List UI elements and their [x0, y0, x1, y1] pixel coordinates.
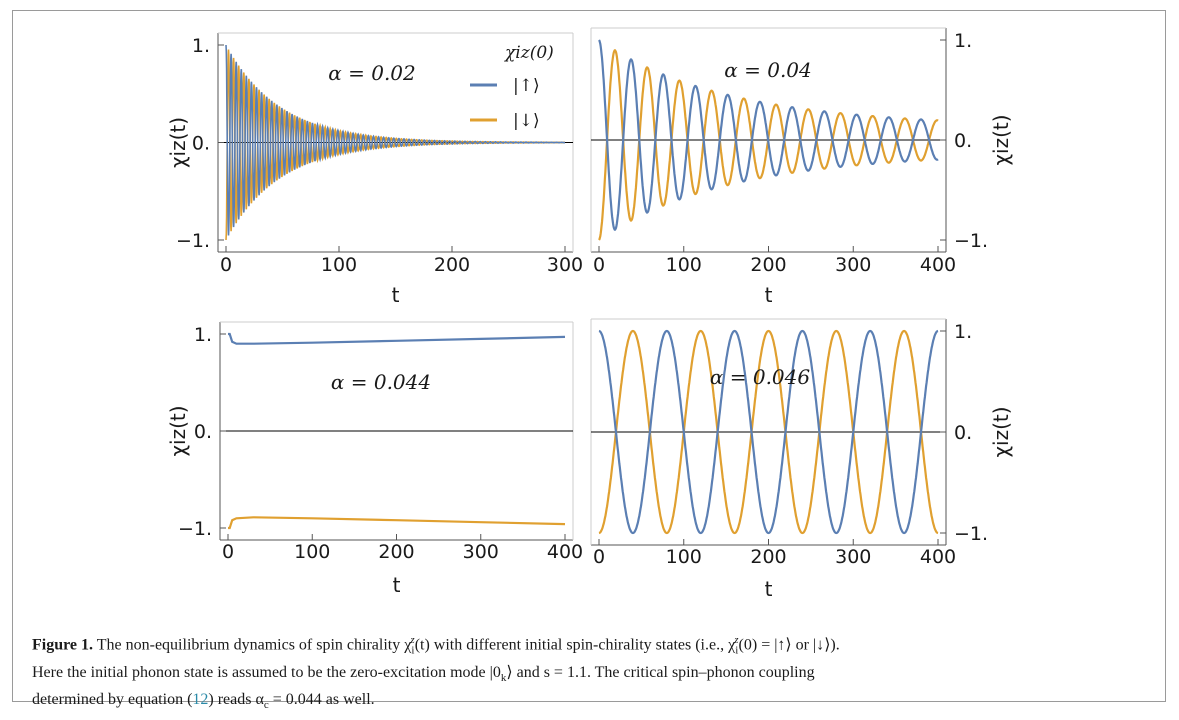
legend-title: χiz(0) [504, 43, 554, 63]
y-axis-label: χiz(t) [989, 406, 1013, 457]
caption-text-c: (0) = |↑⟩ or |↓⟩). [738, 636, 840, 654]
series-line-up [598, 329, 939, 535]
y-tick-label: −1. [954, 230, 988, 252]
x-tick-label: 400 [920, 546, 956, 568]
figure-frame [12, 10, 1166, 702]
caption-text-g: ) reads α [208, 690, 264, 708]
x-tick-label: 100 [294, 541, 330, 563]
series-line-up [598, 39, 939, 231]
series-line-up [228, 332, 566, 345]
x-axis-label: t [393, 573, 401, 597]
caption-label: Figure 1. [32, 636, 94, 654]
y-tick-label: 0. [954, 130, 972, 152]
y-axis-label: χiz(t) [989, 114, 1013, 165]
x-axis-label: t [392, 283, 400, 307]
caption-text-f: determined by equation ( [32, 690, 193, 708]
y-tick-label: −1. [954, 523, 988, 545]
series-line-up [225, 44, 565, 236]
chart-panel-bottom-right: 0 100 200 300 400−1. 0. 1. t χiz(t) α = 0.046 [590, 318, 1013, 601]
equation-reference-link[interactable]: 12 [192, 690, 209, 708]
caption-text-e: ⟩ and s = 1.1. The critical spin–phonon … [506, 663, 815, 681]
alpha-annotation: α = 0.044 [331, 370, 431, 394]
y-tick-label: −1. [176, 230, 210, 252]
chart-panel-bottom-left: 0 100 200 300 400 −1. 0. 1. t χiz(t) α = 0.044 [166, 321, 583, 597]
y-tick-label: 0. [192, 133, 210, 155]
x-tick-label: 0 [593, 546, 605, 568]
x-tick-label: 400 [547, 541, 583, 563]
alpha-annotation: α = 0.02 [328, 61, 416, 85]
caption-text-d: Here the initial phonon state is assumed… [32, 663, 501, 681]
y-tick-label: 1. [192, 35, 210, 57]
y-axis-label: χiz(t) [166, 405, 190, 456]
x-tick-label: 100 [666, 546, 702, 568]
y-axis-label: χiz(t) [166, 117, 190, 168]
legend: χiz(0) |↑⟩ |↓⟩ [470, 43, 554, 131]
y-tick-label: 0. [954, 422, 972, 444]
x-tick-label: 0 [222, 541, 234, 563]
alpha-annotation: α = 0.04 [724, 58, 812, 82]
x-tick-label: 300 [463, 541, 499, 563]
x-tick-label: 300 [547, 254, 583, 276]
y-tick-label: 1. [954, 321, 972, 343]
x-tick-label: 200 [434, 254, 470, 276]
x-axis-label: t [765, 283, 773, 307]
y-tick-label: 1. [194, 324, 212, 346]
x-tick-label: 300 [835, 546, 871, 568]
x-tick-label: 200 [750, 546, 786, 568]
x-tick-label: 100 [321, 254, 357, 276]
legend-label-down: |↓⟩ [513, 111, 540, 131]
x-tick-label: 200 [378, 541, 414, 563]
series-line-down [228, 516, 566, 530]
x-tick-label: 0 [593, 254, 605, 276]
caption-text-a: The non-equilibrium dynamics of spin chi… [96, 636, 412, 654]
caption-text-b: (t) with different initial spin-chiralit… [414, 636, 736, 654]
x-tick-label: 0 [220, 254, 232, 276]
x-axis-label: t [765, 577, 773, 601]
alpha-annotation: α = 0.046 [710, 365, 811, 389]
y-tick-label: 0. [194, 421, 212, 443]
chart-panel-top-left: 0 100 200 300 −1. 0. 1. t χiz(t) α = 0.02 [166, 32, 583, 307]
x-tick-label: 200 [750, 254, 786, 276]
y-tick-label: −1. [178, 518, 212, 540]
caption-text-h: = 0.044 as well. [268, 690, 375, 708]
x-tick-label: 400 [920, 254, 956, 276]
legend-label-up: |↑⟩ [513, 76, 540, 96]
series-line-down [598, 329, 939, 535]
y-tick-label: 1. [954, 30, 972, 52]
figure-caption: Figure 1. The non-equilibrium dynamics o… [32, 634, 840, 711]
chart-panel-top-right: 0 100 200 300 400−1. 0. 1. t χiz(t) α = 0.04 [590, 27, 1013, 307]
x-tick-label: 300 [835, 254, 871, 276]
x-tick-label: 100 [666, 254, 702, 276]
